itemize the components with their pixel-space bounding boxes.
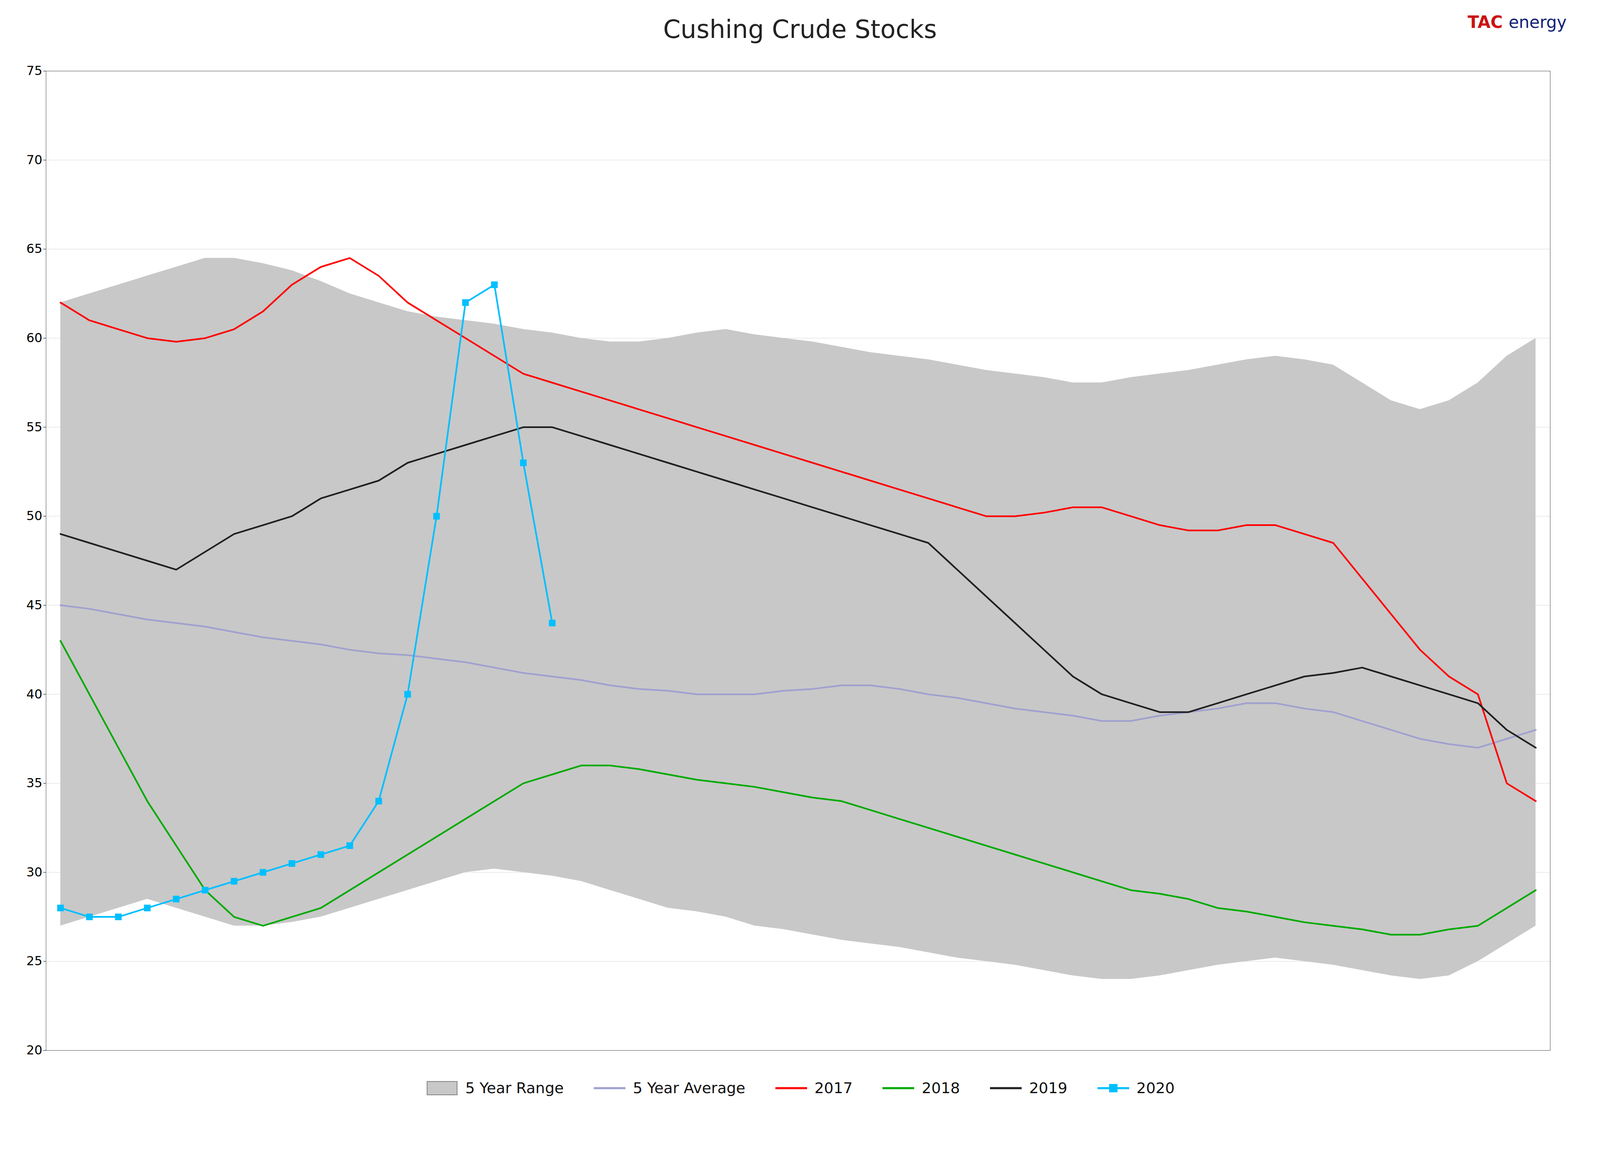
svg-text:55: 55 [26,419,43,435]
svg-text:35: 35 [26,775,43,790]
svg-text:20: 20 [26,1042,43,1058]
html-text:5 Year Average: 5 Year Average [632,1079,746,1097]
html-text:2019: 2019 [1029,1079,1068,1097]
html-text:2020: 2020 [1136,1079,1175,1097]
svg-text:65: 65 [26,241,43,256]
svg-text:50: 50 [26,508,43,523]
html-text:TAC energy: TAC energy [1467,12,1567,32]
html-text:5 Year Range: 5 Year Range [465,1079,564,1097]
html-text:Cushing Crude Stocks: Cushing Crude Stocks [663,14,937,44]
svg-text:60: 60 [26,330,43,345]
svg-text:25: 25 [26,953,43,968]
svg-text:30: 30 [26,864,43,880]
svg-text:40: 40 [26,686,43,702]
svg-text:75: 75 [26,63,43,78]
html-text:2017: 2017 [814,1079,853,1097]
html-text:2018: 2018 [921,1079,960,1097]
svg-text:70: 70 [26,152,43,168]
svg-text:45: 45 [26,597,43,613]
